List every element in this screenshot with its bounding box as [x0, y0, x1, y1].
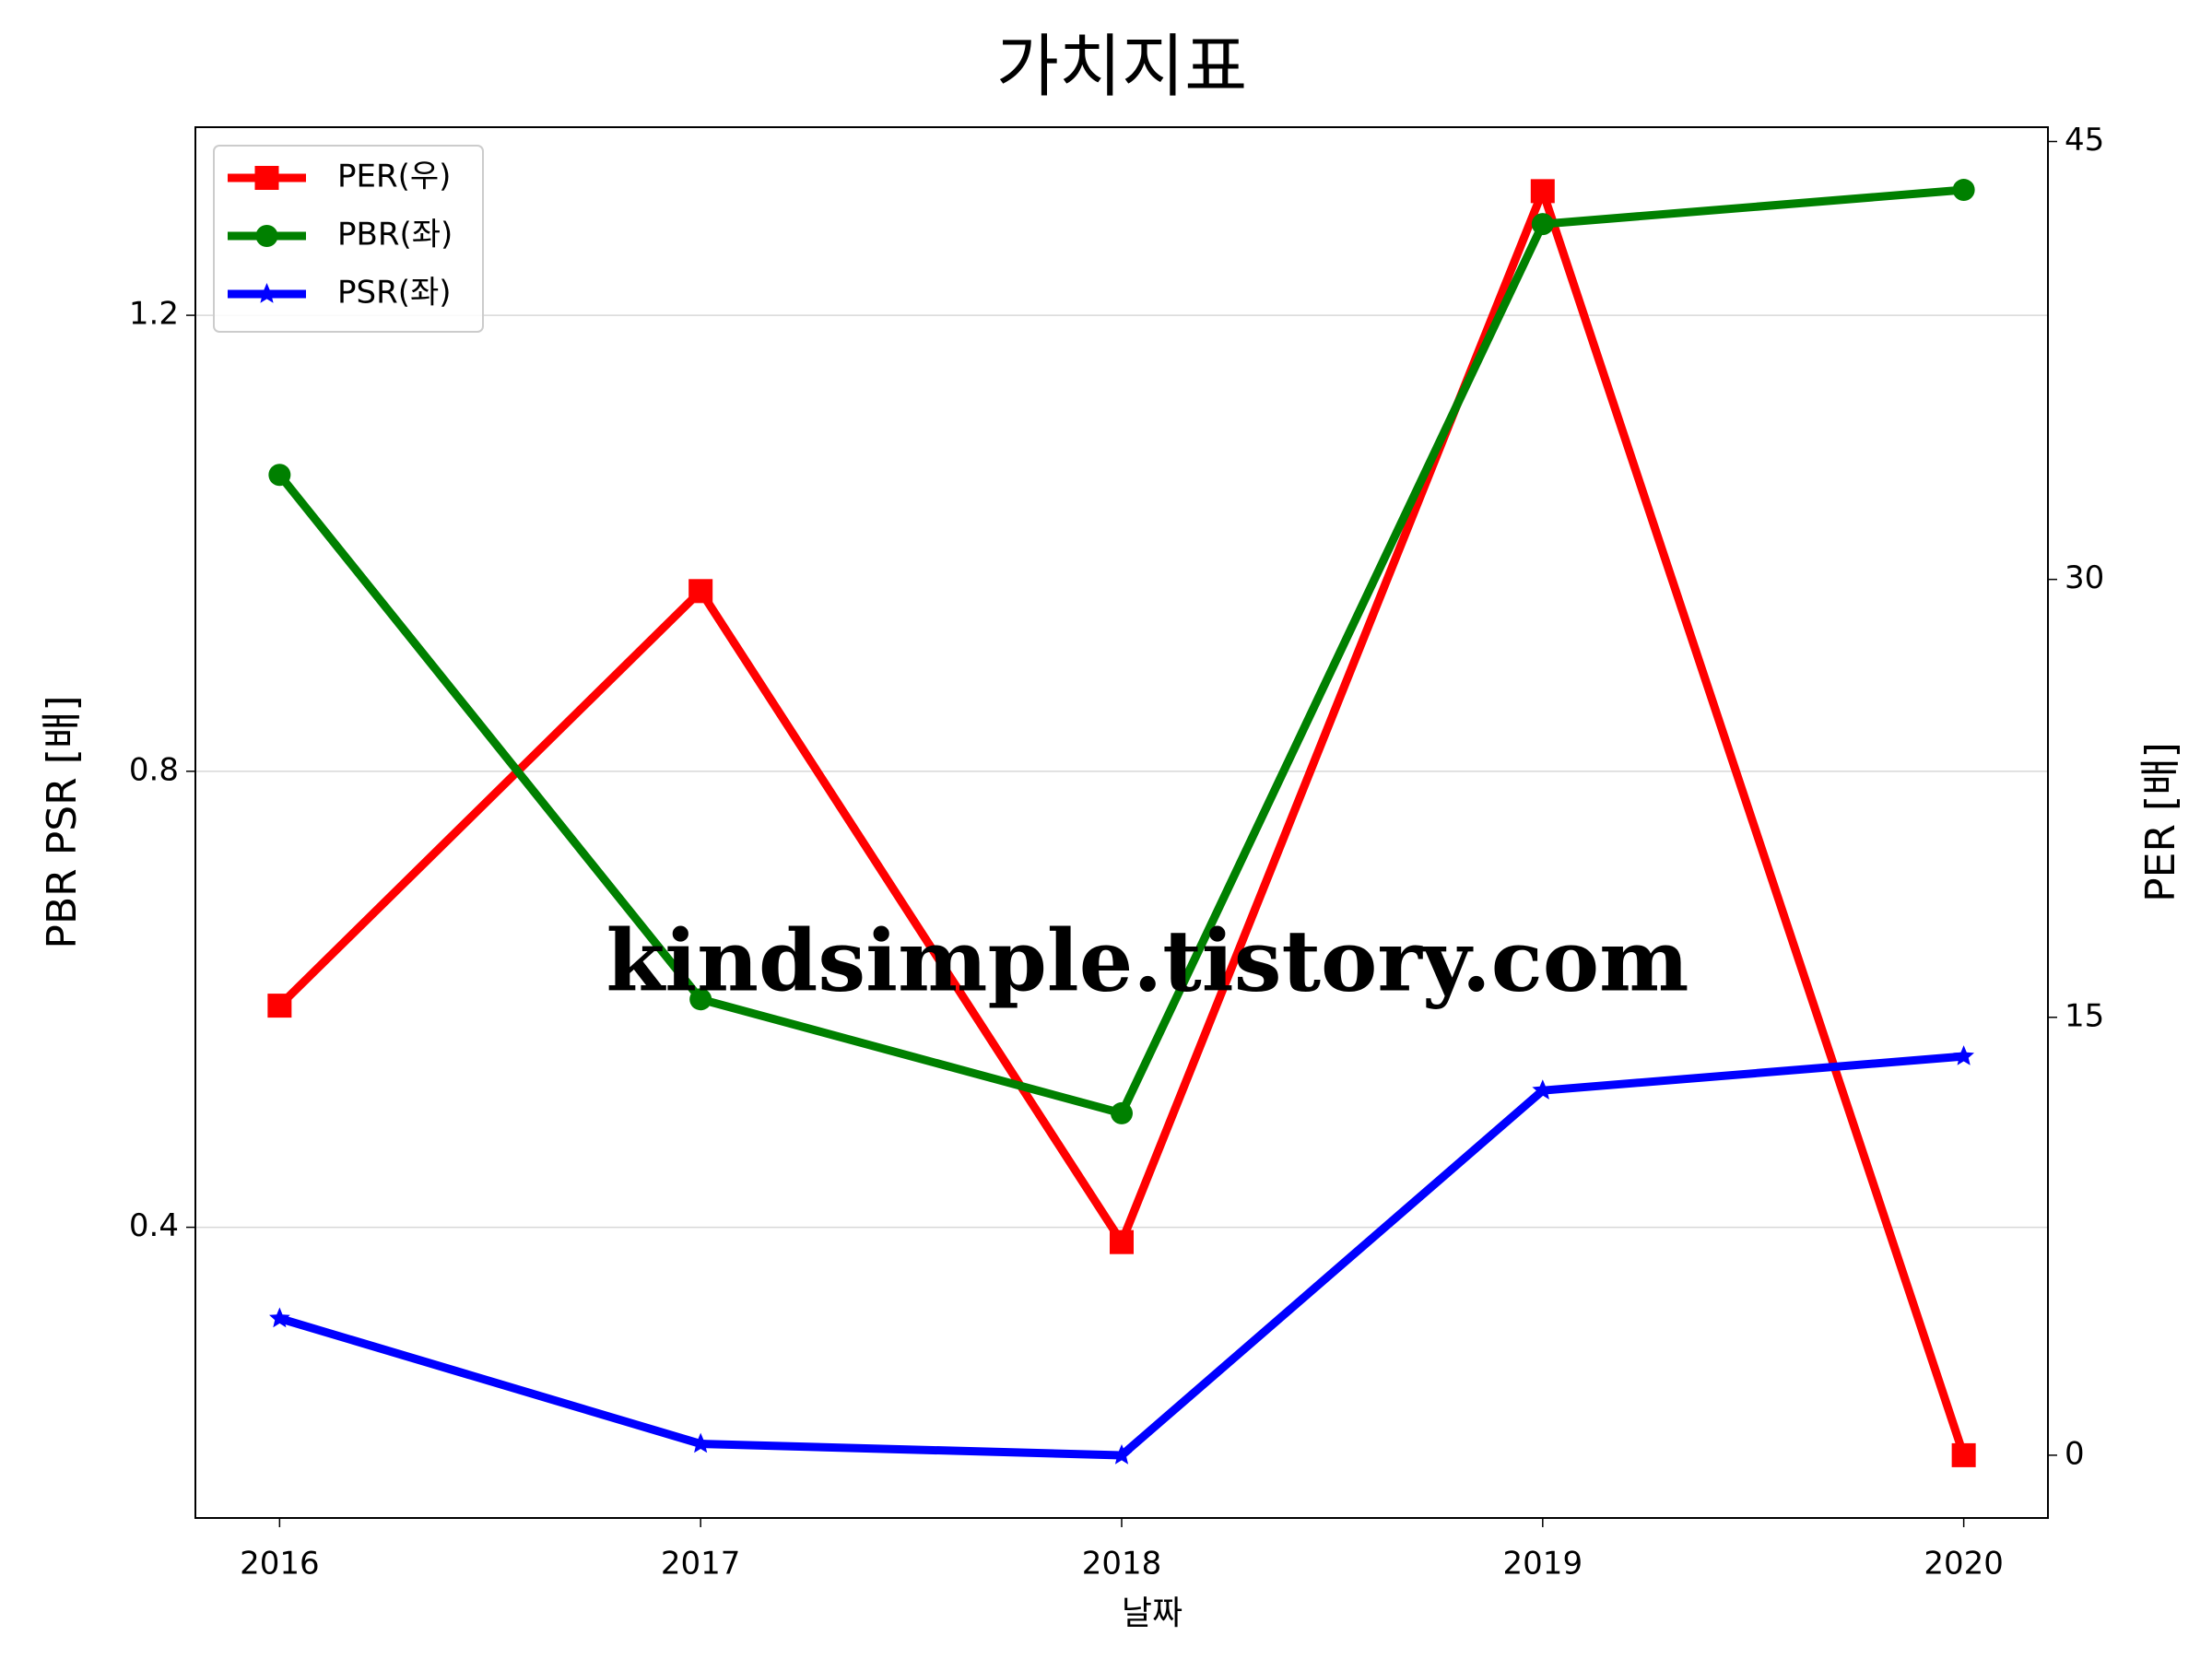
legend: PER(우) PBR(좌) PSR(좌) — [213, 145, 484, 333]
marker — [1532, 1079, 1554, 1100]
x-tick-label: 2018 — [1082, 1546, 1162, 1583]
x-tick-label: 2017 — [661, 1546, 741, 1583]
marker — [689, 1432, 712, 1453]
y2-tick-label: 45 — [2065, 122, 2104, 159]
legend-label: PER(우) — [337, 159, 451, 195]
y2-tick-label: 0 — [2065, 1435, 2085, 1472]
marker — [689, 988, 712, 1011]
marker — [688, 579, 713, 604]
y-tick-label: 1.2 — [129, 296, 179, 333]
legend-label: PSR(좌) — [337, 275, 452, 312]
y-tick-label: 0.4 — [129, 1207, 179, 1244]
marker — [256, 283, 277, 303]
y2-axis-label: PER [배] — [2137, 742, 2184, 902]
legend-label: PBR(좌) — [337, 217, 453, 253]
x-tick-label: 2016 — [240, 1546, 320, 1583]
marker — [1953, 1045, 1974, 1065]
x-tick-label: 2019 — [1503, 1546, 1583, 1583]
marker — [267, 994, 292, 1018]
chart-title: 가치지표 — [996, 28, 1247, 107]
x-axis-label: 날짜 — [1122, 1594, 1182, 1632]
y-tick-label: 0.8 — [129, 751, 179, 788]
plot-frame — [194, 126, 2049, 1519]
legend-box — [213, 145, 484, 333]
y2-tick-label: 15 — [2065, 997, 2104, 1034]
marker — [1952, 179, 1975, 202]
marker — [1530, 179, 1555, 204]
marker — [1111, 1444, 1133, 1465]
marker — [268, 464, 291, 487]
marker — [269, 1307, 290, 1328]
x-tick-label: 2020 — [1924, 1546, 2004, 1583]
y2-tick-label: 30 — [2065, 559, 2104, 596]
marker — [1111, 1101, 1133, 1124]
y-axis-label: PBR PSR [배] — [39, 695, 86, 948]
marker — [254, 166, 279, 190]
watermark: kindsimple.tistory.com — [606, 912, 1688, 1011]
marker — [1531, 213, 1554, 236]
marker — [1110, 1230, 1134, 1254]
marker — [1951, 1442, 1976, 1467]
marker — [255, 225, 278, 247]
